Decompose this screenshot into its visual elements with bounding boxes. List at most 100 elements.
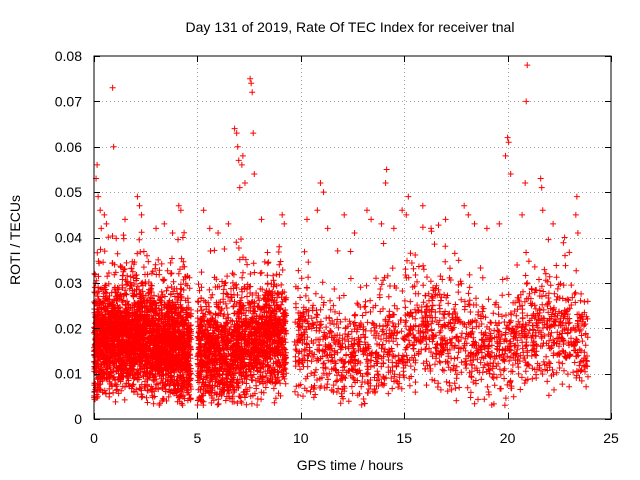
roti-point xyxy=(175,202,182,209)
roti-point xyxy=(505,139,512,146)
roti-point xyxy=(110,143,117,150)
roti-point xyxy=(471,220,478,227)
roti-point xyxy=(249,89,256,96)
roti-point xyxy=(341,211,348,218)
roti-point xyxy=(428,225,435,232)
roti-point xyxy=(234,143,241,150)
roti-point xyxy=(390,225,397,232)
roti-point xyxy=(504,134,511,141)
roti-point xyxy=(572,211,579,218)
roti-point xyxy=(465,211,472,218)
roti-point xyxy=(523,98,530,105)
roti-point xyxy=(200,207,207,214)
roti-point xyxy=(304,216,311,223)
roti-point xyxy=(241,180,248,187)
roti-point xyxy=(235,157,242,164)
y-tick-label: 0.01 xyxy=(55,366,82,382)
roti-point xyxy=(153,225,160,232)
y-tick-label: 0 xyxy=(74,411,82,427)
roti-point xyxy=(231,125,238,132)
x-tick-label: 20 xyxy=(500,430,516,446)
roti-point xyxy=(109,84,116,91)
roti-point xyxy=(537,175,544,182)
roti-point xyxy=(368,216,375,223)
roti-point xyxy=(225,220,232,227)
roti-point xyxy=(461,202,468,209)
roti-point xyxy=(519,211,526,218)
y-tick-label: 0.05 xyxy=(55,184,82,200)
roti-point xyxy=(239,152,246,159)
roti-point xyxy=(383,166,390,173)
roti-point xyxy=(378,220,385,227)
y-tick-labels: 0 0.01 0.02 0.03 0.04 0.05 0.06 0.07 0.08 xyxy=(55,48,82,427)
roti-point xyxy=(177,207,184,214)
roti-point xyxy=(236,184,243,191)
x-tick-label: 0 xyxy=(90,430,98,446)
roti-point-cloud xyxy=(91,222,591,409)
roti-point xyxy=(496,220,503,227)
roti-point xyxy=(251,170,258,177)
roti-point xyxy=(247,75,254,82)
roti-point xyxy=(382,180,389,187)
roti-point xyxy=(95,193,102,200)
roti-point xyxy=(403,211,410,218)
roti-point xyxy=(138,211,145,218)
roti-point xyxy=(324,225,331,232)
x-tick-labels: 0 5 10 15 20 25 xyxy=(90,430,619,446)
roti-point xyxy=(258,216,265,223)
roti-point xyxy=(215,229,222,236)
y-tick-label: 0.02 xyxy=(55,320,82,336)
grid xyxy=(94,56,611,419)
roti-point xyxy=(317,180,324,187)
roti-point xyxy=(136,202,143,209)
y-tick-label: 0.08 xyxy=(55,48,82,64)
roti-point xyxy=(161,220,168,227)
roti-point xyxy=(97,207,104,214)
roti-point xyxy=(103,220,110,227)
roti-point xyxy=(507,170,514,177)
data-points xyxy=(91,62,591,409)
roti-point xyxy=(281,220,288,227)
x-tick-label: 25 xyxy=(603,430,619,446)
x-tick-label: 5 xyxy=(194,430,202,446)
roti-point xyxy=(405,193,412,200)
y-tick-label: 0.04 xyxy=(55,230,82,246)
roti-point xyxy=(419,202,426,209)
roti-point xyxy=(574,229,581,236)
roti-point xyxy=(550,220,557,227)
roti-point xyxy=(524,62,531,69)
roti-point xyxy=(573,193,580,200)
chart-title: Day 131 of 2019, Rate Of TEC Index for r… xyxy=(186,19,515,35)
roti-point xyxy=(442,216,449,223)
roti-point xyxy=(279,211,286,218)
roti-point xyxy=(351,229,358,236)
roti-point xyxy=(122,216,129,223)
roti-point xyxy=(539,207,546,214)
y-tick-label: 0.07 xyxy=(55,93,82,109)
roti-point xyxy=(233,130,240,137)
roti-point xyxy=(101,211,108,218)
roti-point xyxy=(98,225,105,232)
roti-point xyxy=(250,130,257,137)
x-tick-label: 10 xyxy=(293,430,309,446)
roti-point xyxy=(248,80,255,87)
roti-point xyxy=(522,180,529,187)
x-tick-label: 15 xyxy=(396,430,412,446)
roti-point xyxy=(238,161,245,168)
y-tick-label: 0.06 xyxy=(55,139,82,155)
roti-point xyxy=(502,152,509,159)
roti-point xyxy=(538,184,545,191)
roti-point xyxy=(320,189,327,196)
roti-point xyxy=(314,207,321,214)
roti-point xyxy=(363,207,370,214)
y-tick-label: 0.03 xyxy=(55,275,82,291)
roti-point xyxy=(169,229,176,236)
roti-point xyxy=(206,225,213,232)
roti-point xyxy=(94,161,101,168)
y-axis-label: ROTI / TECUs xyxy=(7,195,23,285)
roti-point xyxy=(483,225,490,232)
axis-ticks xyxy=(94,56,612,420)
roti-point xyxy=(134,193,141,200)
plot-frame xyxy=(93,55,612,420)
